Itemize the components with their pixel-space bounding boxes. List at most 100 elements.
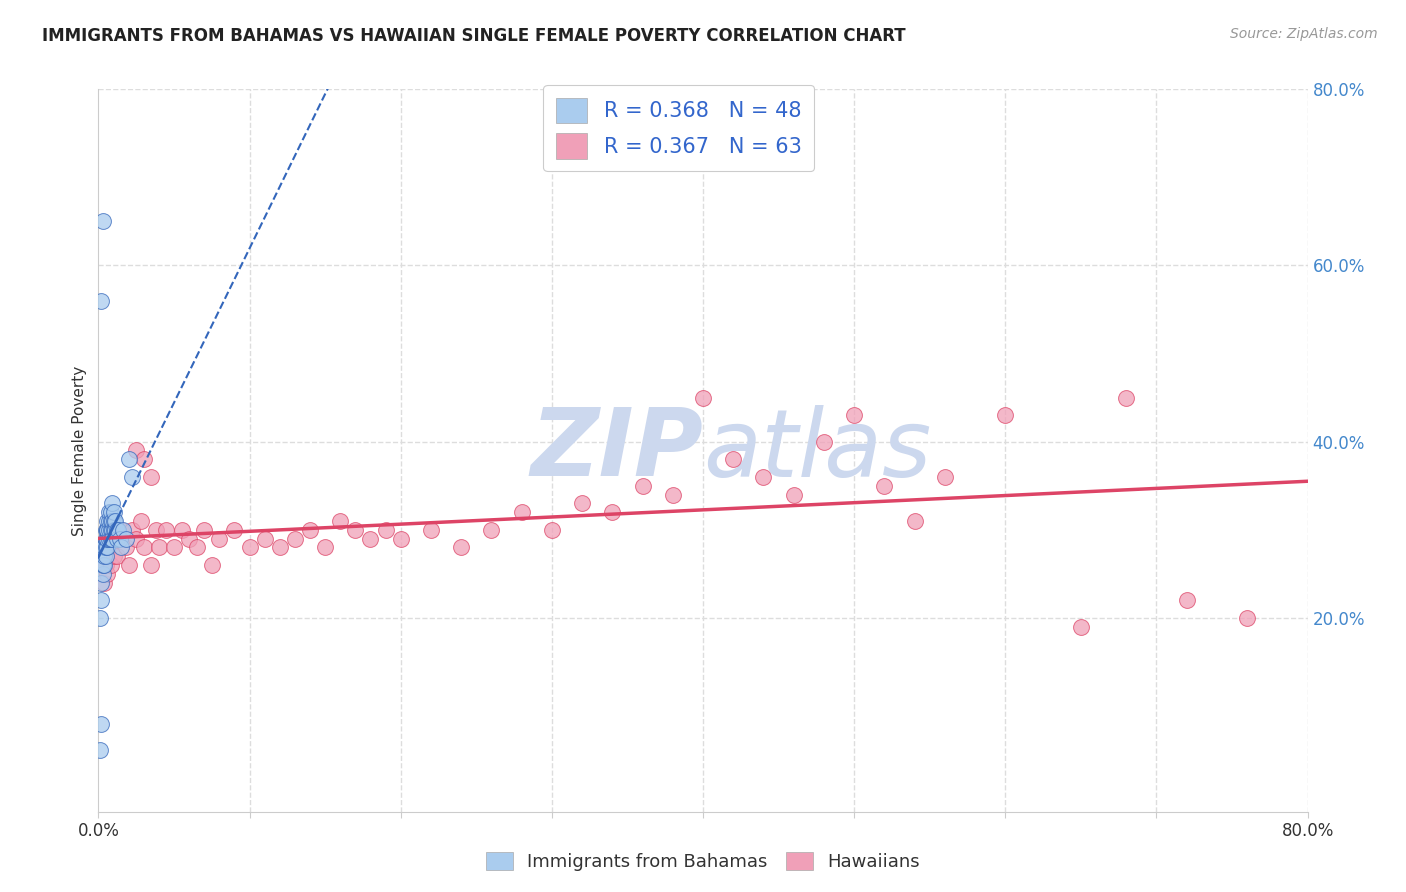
- Point: [98, 514, 121, 528]
- Point: [193, 523, 215, 537]
- Point: [344, 523, 367, 537]
- Point: [89, 611, 111, 625]
- Point: [100, 523, 122, 537]
- Point: [239, 541, 262, 555]
- Point: [93, 575, 115, 590]
- Point: [91, 541, 114, 555]
- Point: [110, 541, 132, 555]
- Point: [1115, 391, 1137, 405]
- Point: [125, 443, 148, 458]
- Point: [101, 523, 124, 537]
- Point: [94, 532, 117, 546]
- Point: [141, 470, 163, 484]
- Point: [89, 743, 111, 757]
- Point: [98, 505, 121, 519]
- Point: [98, 532, 121, 546]
- Point: [111, 523, 134, 537]
- Point: [132, 452, 155, 467]
- Point: [374, 523, 396, 537]
- Point: [118, 558, 141, 572]
- Point: [450, 541, 472, 555]
- Point: [141, 558, 163, 572]
- Point: [170, 523, 193, 537]
- Point: [269, 541, 291, 555]
- Point: [101, 514, 124, 528]
- Point: [284, 532, 307, 546]
- Point: [201, 558, 224, 572]
- Point: [96, 541, 118, 555]
- Point: [93, 541, 115, 555]
- Point: [602, 505, 624, 519]
- Point: [96, 514, 118, 528]
- Point: [114, 532, 136, 546]
- Point: [114, 541, 136, 555]
- Legend: R = 0.368   N = 48, R = 0.367   N = 63: R = 0.368 N = 48, R = 0.367 N = 63: [544, 85, 814, 171]
- Point: [155, 523, 177, 537]
- Point: [94, 523, 117, 537]
- Point: [253, 532, 276, 546]
- Y-axis label: Single Female Poverty: Single Female Poverty: [72, 366, 87, 535]
- Point: [125, 532, 148, 546]
- Point: [94, 558, 117, 572]
- Text: ZIP: ZIP: [530, 404, 703, 497]
- Point: [105, 532, 128, 546]
- Point: [129, 514, 152, 528]
- Point: [844, 408, 866, 422]
- Point: [100, 505, 122, 519]
- Point: [91, 566, 114, 581]
- Point: [96, 523, 118, 537]
- Point: [104, 523, 127, 537]
- Point: [93, 558, 115, 572]
- Point: [329, 514, 352, 528]
- Point: [299, 523, 322, 537]
- Point: [314, 541, 336, 555]
- Point: [118, 452, 141, 467]
- Text: Source: ZipAtlas.com: Source: ZipAtlas.com: [1230, 27, 1378, 41]
- Point: [101, 496, 124, 510]
- Point: [224, 523, 246, 537]
- Point: [98, 541, 121, 555]
- Point: [752, 470, 775, 484]
- Legend: Immigrants from Bahamas, Hawaiians: Immigrants from Bahamas, Hawaiians: [478, 845, 928, 879]
- Point: [103, 514, 125, 528]
- Point: [1236, 611, 1258, 625]
- Point: [103, 523, 125, 537]
- Point: [132, 541, 155, 555]
- Point: [121, 470, 143, 484]
- Point: [96, 532, 118, 546]
- Point: [110, 523, 132, 537]
- Point: [93, 549, 115, 564]
- Point: [904, 514, 927, 528]
- Point: [540, 523, 562, 537]
- Point: [723, 452, 745, 467]
- Point: [692, 391, 714, 405]
- Point: [96, 523, 118, 537]
- Point: [360, 532, 382, 546]
- Point: [389, 532, 412, 546]
- Point: [105, 549, 128, 564]
- Point: [100, 532, 122, 546]
- Point: [105, 523, 128, 537]
- Point: [96, 566, 118, 581]
- Point: [90, 293, 112, 308]
- Point: [163, 541, 186, 555]
- Text: atlas: atlas: [703, 405, 931, 496]
- Point: [90, 716, 112, 731]
- Point: [661, 487, 683, 501]
- Point: [873, 479, 896, 493]
- Point: [1175, 593, 1198, 607]
- Point: [101, 532, 124, 546]
- Point: [1070, 620, 1092, 634]
- Point: [100, 514, 122, 528]
- Point: [208, 532, 231, 546]
- Point: [107, 523, 129, 537]
- Text: IMMIGRANTS FROM BAHAMAS VS HAWAIIAN SINGLE FEMALE POVERTY CORRELATION CHART: IMMIGRANTS FROM BAHAMAS VS HAWAIIAN SING…: [42, 27, 905, 45]
- Point: [420, 523, 443, 537]
- Point: [103, 549, 125, 564]
- Point: [481, 523, 503, 537]
- Point: [145, 523, 167, 537]
- Point: [98, 523, 121, 537]
- Point: [148, 541, 170, 555]
- Point: [186, 541, 208, 555]
- Point: [510, 505, 533, 519]
